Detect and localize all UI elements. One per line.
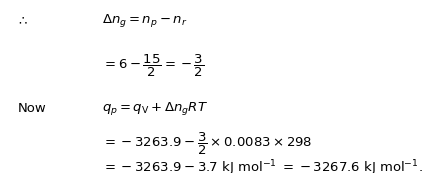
Text: $\Delta n_g = n_p - n_r$: $\Delta n_g = n_p - n_r$ [102, 12, 188, 29]
Text: ∴: ∴ [18, 14, 26, 27]
Text: $= 6 - \dfrac{15}{2} = -\dfrac{3}{2}$: $= 6 - \dfrac{15}{2} = -\dfrac{3}{2}$ [102, 53, 205, 79]
Text: $q_p = q_{\mathrm{V}} + \Delta n_g RT$: $q_p = q_{\mathrm{V}} + \Delta n_g RT$ [102, 101, 209, 117]
Text: Now: Now [18, 102, 47, 116]
Text: $= -3263.9 - \dfrac{3}{2} \times 0.0083 \times 298$: $= -3263.9 - \dfrac{3}{2} \times 0.0083 … [102, 130, 312, 157]
Text: $= -3263.9 - 3.7$ kJ mol$^{-1}$ $= -3267.6$ kJ mol$^{-1}$.: $= -3263.9 - 3.7$ kJ mol$^{-1}$ $= -3267… [102, 158, 423, 173]
